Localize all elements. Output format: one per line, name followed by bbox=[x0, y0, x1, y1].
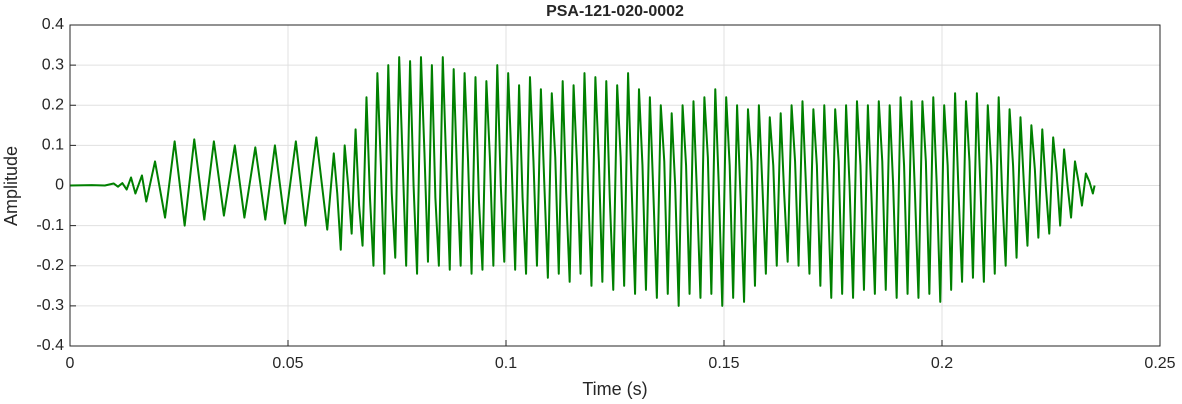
y-tick-label: 0.2 bbox=[42, 96, 64, 113]
x-tick-label: 0 bbox=[66, 355, 75, 372]
y-tick-label: 0.1 bbox=[42, 137, 64, 154]
x-tick-label: 0.25 bbox=[1144, 355, 1175, 372]
plot-frame bbox=[69, 24, 1161, 347]
y-tick-label: -0.3 bbox=[36, 297, 64, 314]
x-tick-label: 0.1 bbox=[495, 355, 517, 372]
y-tick-label: -0.1 bbox=[36, 217, 64, 234]
waveform-line bbox=[69, 56, 1096, 307]
y-tick-label: -0.2 bbox=[36, 257, 64, 274]
x-axis-label: Time (s) bbox=[582, 379, 647, 399]
x-tick-label: 0.05 bbox=[272, 355, 303, 372]
x-tick-label: 0.2 bbox=[931, 355, 953, 372]
y-axis-label: Amplitude bbox=[1, 146, 21, 226]
y-tick-label: -0.4 bbox=[36, 337, 64, 354]
y-tick-label: 0.4 bbox=[42, 16, 64, 33]
x-tick-label: 0.15 bbox=[708, 355, 739, 372]
y-tick-label: 0 bbox=[55, 177, 64, 194]
chart-title: PSA-121-020-0002 bbox=[546, 3, 684, 20]
y-tick-label: 0.3 bbox=[42, 56, 64, 73]
